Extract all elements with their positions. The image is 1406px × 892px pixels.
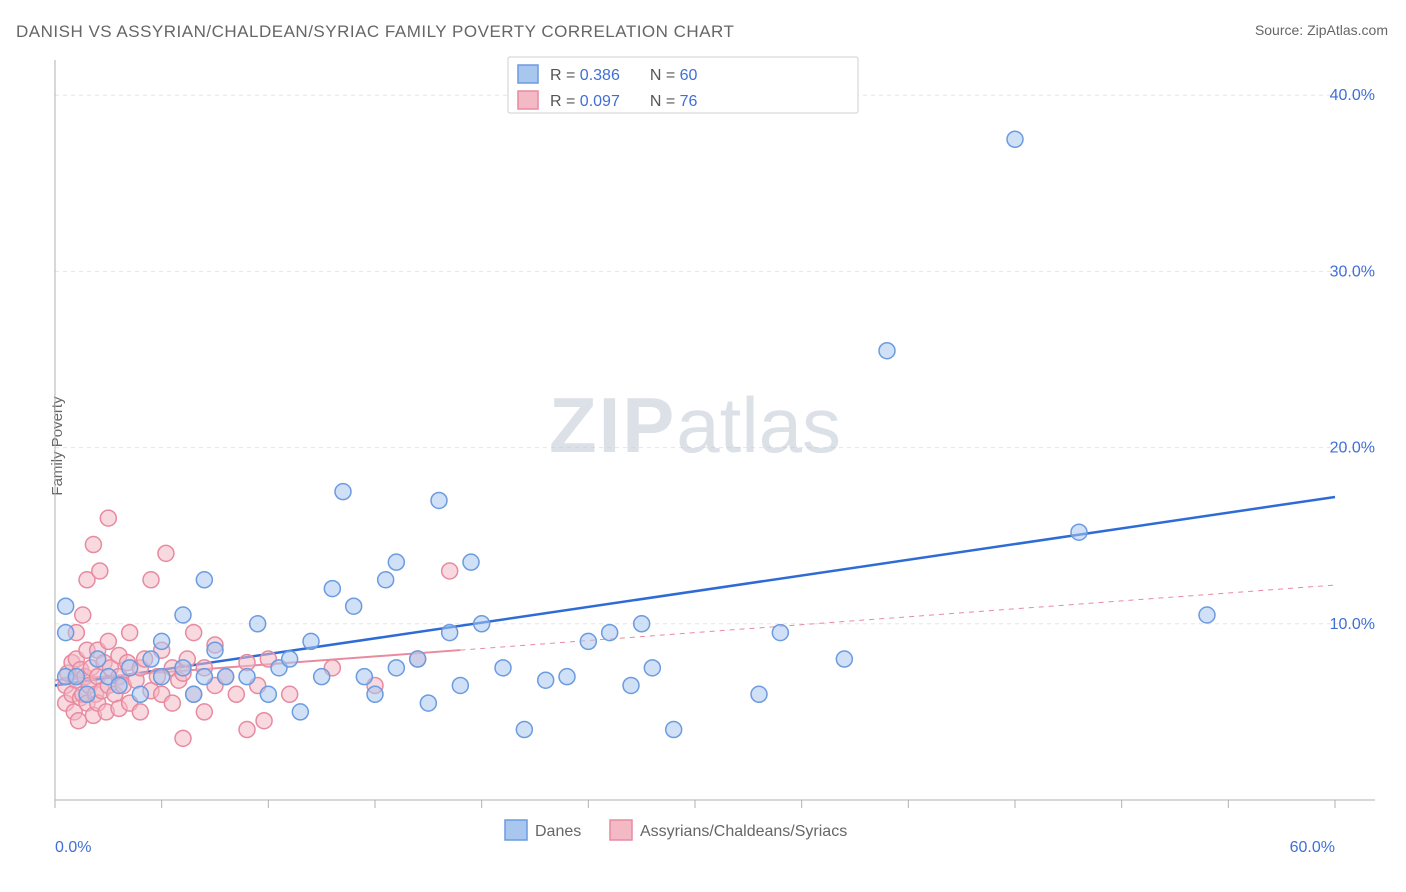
scatter-plot: ZIPatlas0.0%60.0%10.0%20.0%30.0%40.0%R =… [50, 55, 1380, 825]
svg-text:Danes: Danes [535, 823, 581, 840]
svg-text:30.0%: 30.0% [1330, 263, 1375, 280]
source-value: ZipAtlas.com [1307, 22, 1388, 38]
source-attribution: Source: ZipAtlas.com [1255, 22, 1388, 38]
svg-text:0.0%: 0.0% [55, 839, 91, 856]
chart-svg: ZIPatlas 0.0% 60.0% 10.0% 20.0% 30.0% 40.0% R =… [50, 55, 1380, 860]
svg-text:20.0%: 20.0% [1330, 440, 1375, 457]
legend-bottom: Danes Assyrians/Chaldeans/Syriacs [505, 820, 847, 840]
svg-text:60.0%: 60.0% [1290, 839, 1335, 856]
svg-text:10.0%: 10.0% [1330, 616, 1375, 633]
chart-title: DANISH VS ASSYRIAN/CHALDEAN/SYRIAC FAMIL… [16, 22, 734, 42]
page-root: DANISH VS ASSYRIAN/CHALDEAN/SYRIAC FAMIL… [0, 0, 1406, 892]
legend-top: R = 0.386N = 60R = 0.097N = 76 [508, 57, 858, 113]
svg-text:Assyrians/Chaldeans/Syriacs: Assyrians/Chaldeans/Syriacs [640, 823, 847, 840]
svg-text:ZIPatlas: ZIPatlas [549, 381, 841, 469]
source-label: Source: [1255, 22, 1303, 38]
svg-text:40.0%: 40.0% [1330, 87, 1375, 104]
